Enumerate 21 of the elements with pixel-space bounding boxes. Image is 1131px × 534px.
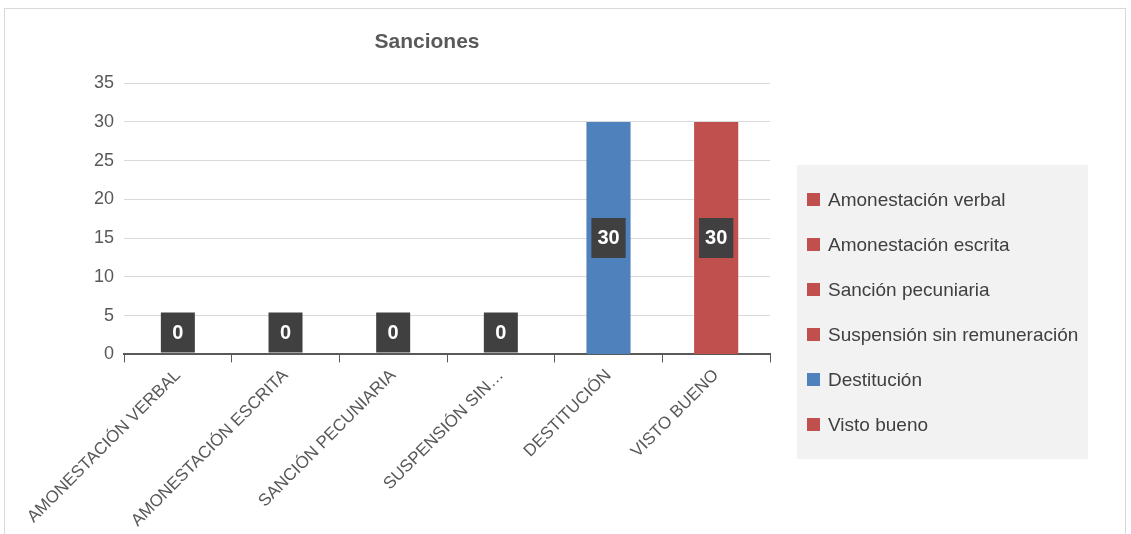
legend-label: Amonestación escrita xyxy=(828,233,1010,256)
data-label: 0 xyxy=(495,320,507,343)
data-label: 30 xyxy=(597,226,620,249)
chart-title: Sanciones xyxy=(374,29,480,53)
legend-label: Sanción pecuniaria xyxy=(828,278,990,301)
data-label: 0 xyxy=(279,320,292,343)
y-tick-label: 20 xyxy=(93,188,115,209)
y-tick-label: 15 xyxy=(93,227,115,248)
legend-label: Visto bueno xyxy=(828,413,929,436)
y-tick-label: 25 xyxy=(93,149,115,170)
y-tick-label: 5 xyxy=(104,304,115,325)
legend-label: Suspensión sin remuneración xyxy=(828,323,1079,346)
y-tick-label: 10 xyxy=(93,265,115,286)
data-label: 30 xyxy=(705,226,728,249)
legend-label: Destitución xyxy=(828,368,922,391)
y-tick-label: 35 xyxy=(93,72,115,93)
data-label: 0 xyxy=(387,320,399,343)
legend-label: Amonestación verbal xyxy=(828,188,1006,211)
y-tick-label: 0 xyxy=(104,343,115,364)
data-label: 0 xyxy=(172,320,184,343)
y-tick-label: 30 xyxy=(93,110,115,131)
